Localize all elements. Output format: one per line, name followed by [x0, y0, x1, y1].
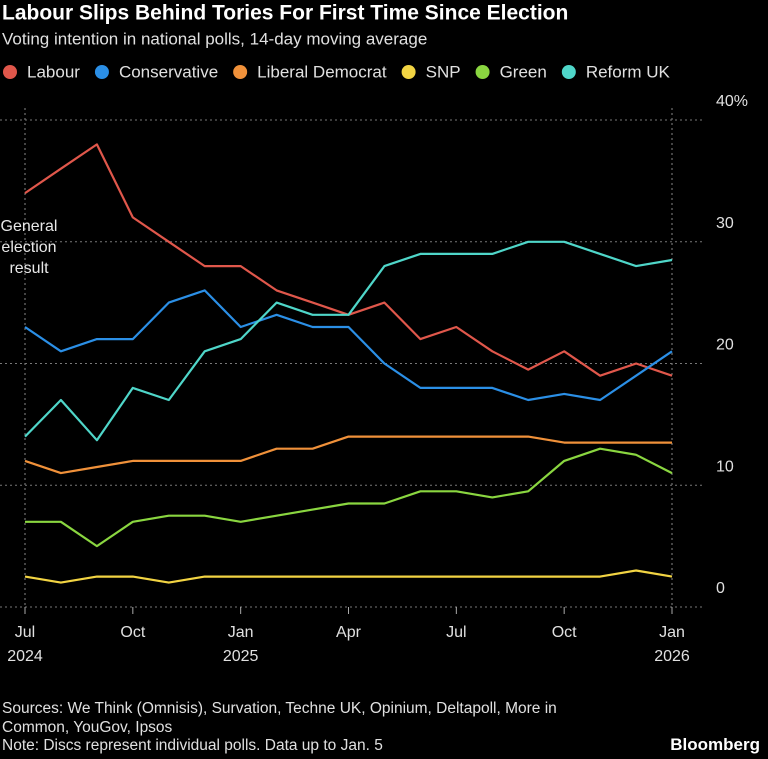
x-tick-label: Jan [659, 624, 685, 641]
legend-label: Liberal Democrat [257, 62, 387, 81]
series-line [24, 435, 672, 475]
sources: Sources: We Think (Omnisis), Survation, … [2, 700, 557, 736]
legend-label: Labour [27, 62, 80, 81]
chart-subtitle: Voting intention in national polls, 14-d… [2, 29, 427, 48]
legend-dot [94, 65, 109, 79]
series-line [24, 289, 673, 402]
brand: Bloomberg [670, 735, 760, 754]
series-line [24, 569, 673, 584]
legend-dot [233, 65, 248, 79]
x-tick-label: Oct [120, 624, 145, 641]
legend-label: Green [500, 62, 547, 81]
series-line [24, 240, 673, 442]
series-line [25, 447, 673, 548]
legend-label: SNP [426, 62, 461, 81]
annotation: General election result [0, 218, 58, 277]
x-tick-label: Jul [15, 624, 35, 641]
chart-title: Labour Slips Behind Tories For First Tim… [2, 2, 568, 25]
x-tick-year: 2026 [654, 648, 690, 665]
x-tick-year: 2024 [7, 648, 43, 665]
legend-dot [401, 65, 416, 79]
y-tick-label: 10 [716, 458, 734, 475]
x-tick-label: Jan [228, 624, 254, 641]
y-tick-label: 30 [716, 215, 734, 232]
legend-dot [561, 65, 576, 79]
x-tick-label: Jul [446, 624, 466, 641]
y-tick-label: 0 [716, 580, 725, 597]
x-tick-label: Oct [552, 624, 577, 641]
x-tick-label: Apr [336, 624, 362, 641]
series-line [24, 143, 673, 377]
note: Note: Discs represent individual polls. … [2, 737, 383, 754]
legend-label: Conservative [119, 62, 218, 81]
y-tick-label: 40% [716, 93, 748, 110]
legend-dot [3, 65, 17, 79]
y-tick-label: 20 [716, 337, 734, 354]
legend-dot [475, 65, 490, 79]
x-tick-year: 2025 [223, 648, 259, 665]
legend-label: Reform UK [586, 62, 671, 81]
